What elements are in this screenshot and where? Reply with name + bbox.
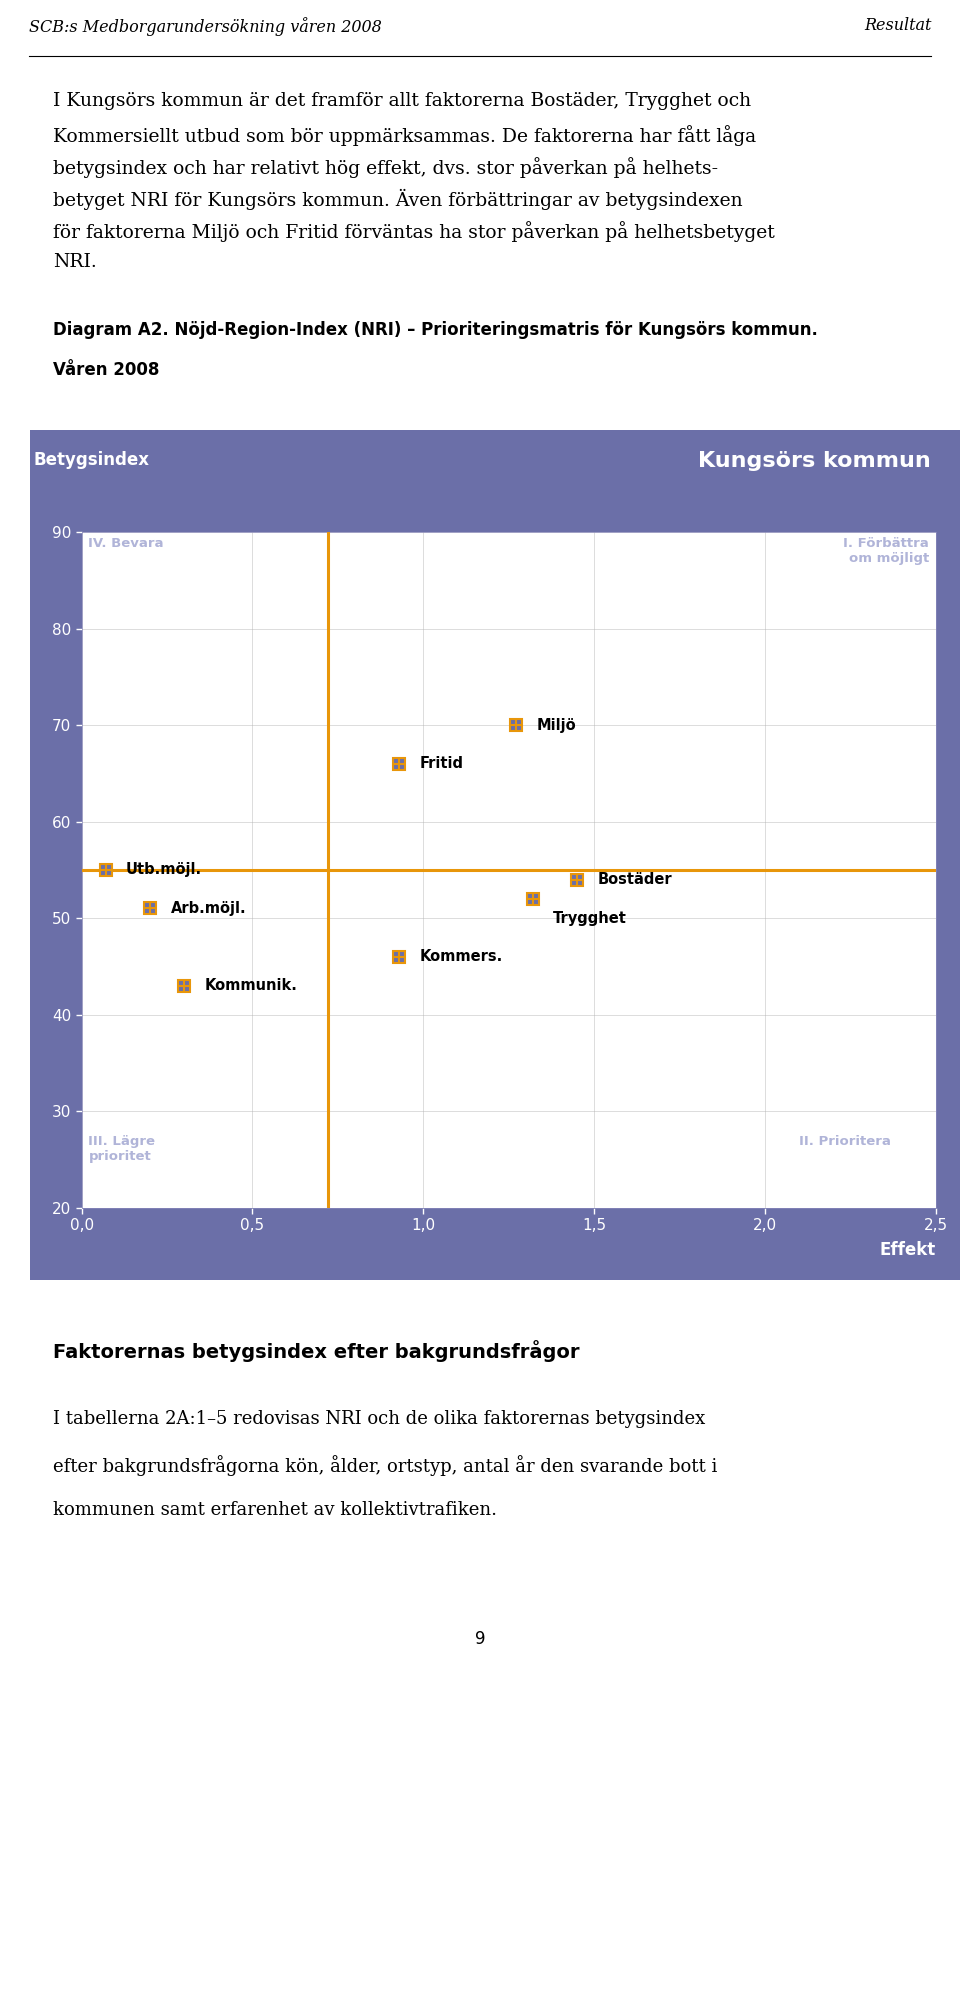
Text: 9: 9 <box>475 1631 485 1649</box>
Text: IV. Bevara: IV. Bevara <box>88 537 164 550</box>
Text: Fritid: Fritid <box>420 757 464 771</box>
Text: Kommunik.: Kommunik. <box>204 978 298 992</box>
Text: NRI.: NRI. <box>53 254 97 272</box>
Text: I tabellerna 2A:1–5 redovisas NRI och de olika faktorernas betygsindex: I tabellerna 2A:1–5 redovisas NRI och de… <box>53 1409 705 1427</box>
Text: SCB:s Medborgarundersökning våren 2008: SCB:s Medborgarundersökning våren 2008 <box>29 18 381 36</box>
Text: III. Lägre
prioritet: III. Lägre prioritet <box>88 1135 156 1164</box>
Text: Trygghet: Trygghet <box>553 910 627 926</box>
Text: Bostäder: Bostäder <box>598 872 672 888</box>
Text: Våren 2008: Våren 2008 <box>53 360 159 378</box>
Text: kommunen samt erfarenhet av kollektivtrafiken.: kommunen samt erfarenhet av kollektivtra… <box>53 1502 497 1520</box>
Text: Betygsindex: Betygsindex <box>34 451 150 469</box>
Text: betyget NRI för Kungsörs kommun. Även förbättringar av betygsindexen: betyget NRI för Kungsörs kommun. Även fö… <box>53 189 742 209</box>
Text: för faktorerna Miljö och Fritid förväntas ha stor påverkan på helhetsbetyget: för faktorerna Miljö och Fritid förvänta… <box>53 221 775 242</box>
Text: I. Förbättra
om möjligt: I. Förbättra om möjligt <box>844 537 929 566</box>
Text: Resultat: Resultat <box>864 18 931 34</box>
Text: Kommersiellt utbud som bör uppmärksammas. De faktorerna har fått låga: Kommersiellt utbud som bör uppmärksammas… <box>53 125 756 145</box>
Text: Kommers.: Kommers. <box>420 950 503 964</box>
Text: Diagram A2. Nöjd-Region-Index (NRI) – Prioriteringsmatris för Kungsörs kommun.: Diagram A2. Nöjd-Region-Index (NRI) – Pr… <box>53 320 818 338</box>
Text: Utb.möjl.: Utb.möjl. <box>126 862 203 878</box>
Text: Effekt: Effekt <box>879 1240 936 1258</box>
Text: efter bakgrundsfrågorna kön, ålder, ortstyp, antal år den svarande bott i: efter bakgrundsfrågorna kön, ålder, orts… <box>53 1455 717 1476</box>
Text: Faktorernas betygsindex efter bakgrundsfrågor: Faktorernas betygsindex efter bakgrundsf… <box>53 1341 579 1363</box>
Text: II. Prioritera: II. Prioritera <box>800 1135 891 1147</box>
Text: Arb.möjl.: Arb.möjl. <box>171 902 246 916</box>
Text: Miljö: Miljö <box>536 717 576 733</box>
Text: betygsindex och har relativt hög effekt, dvs. stor påverkan på helhets-: betygsindex och har relativt hög effekt,… <box>53 157 718 177</box>
Text: Kungsörs kommun: Kungsörs kommun <box>699 451 931 471</box>
Text: I Kungsörs kommun är det framför allt faktorerna Bostäder, Trygghet och: I Kungsörs kommun är det framför allt fa… <box>53 93 751 111</box>
